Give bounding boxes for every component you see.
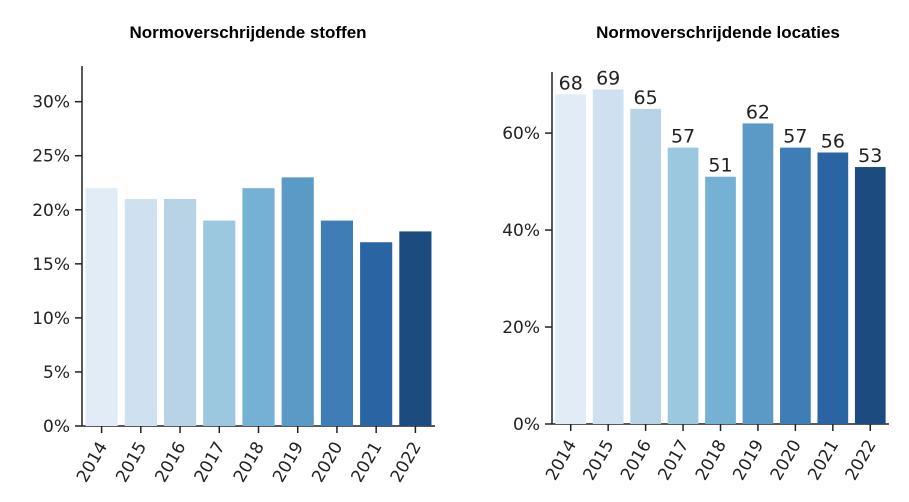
x-tick-label: 2018 <box>692 437 731 484</box>
x-tick-label: 2019 <box>729 437 768 484</box>
x-tick-label: 2018 <box>230 439 269 486</box>
data-label: 56 <box>821 130 845 152</box>
chart-title: Normoverschrijdende locaties <box>596 23 840 42</box>
bar <box>705 176 736 424</box>
bar <box>203 220 236 426</box>
y-tick-label: 15% <box>32 255 70 275</box>
x-tick-label: 2014 <box>542 437 581 484</box>
x-tick-label: 2016 <box>617 437 656 484</box>
data-label: 57 <box>783 126 807 148</box>
x-tick-label: 2022 <box>387 439 426 486</box>
bar <box>555 94 587 424</box>
x-tick-label: 2020 <box>308 439 347 486</box>
x-tick-label: 2019 <box>269 439 308 486</box>
y-tick-label: 0% <box>43 417 70 437</box>
data-label: 65 <box>634 87 658 109</box>
x-tick-label: 2015 <box>580 437 619 484</box>
y-tick-label: 30% <box>32 93 70 113</box>
bar <box>742 123 774 425</box>
x-tick-label: 2022 <box>842 437 881 484</box>
bar <box>399 231 432 426</box>
bar <box>320 220 354 426</box>
bar <box>667 147 699 425</box>
data-label: 51 <box>708 155 732 177</box>
x-tick-label: 2021 <box>804 437 843 484</box>
bar <box>124 198 157 426</box>
bar <box>630 108 661 425</box>
data-label: 69 <box>596 67 620 89</box>
x-tick-label: 2020 <box>767 437 806 484</box>
data-label: 57 <box>671 126 695 148</box>
data-label: 62 <box>746 101 770 123</box>
x-tick-label: 2015 <box>112 439 151 486</box>
bar <box>242 188 275 426</box>
bar <box>592 89 624 425</box>
y-tick-label: 25% <box>32 147 70 167</box>
bar <box>854 167 886 424</box>
x-tick-label: 2017 <box>191 439 230 486</box>
y-tick-label: 60% <box>502 124 540 144</box>
y-tick-label: 20% <box>502 318 540 338</box>
y-tick-label: 20% <box>32 201 70 221</box>
data-label: 53 <box>858 145 882 167</box>
y-tick-label: 40% <box>502 221 540 241</box>
x-tick-label: 2017 <box>654 437 693 484</box>
bar <box>163 198 197 426</box>
bar <box>281 177 314 426</box>
x-tick-label: 2021 <box>348 439 387 486</box>
bar <box>360 242 393 426</box>
bar <box>780 147 811 425</box>
y-tick-label: 0% <box>513 415 540 435</box>
x-tick-label: 2014 <box>73 439 112 486</box>
x-tick-label: 2016 <box>151 439 190 486</box>
y-tick-label: 10% <box>32 309 70 329</box>
data-label: 68 <box>559 72 583 94</box>
y-tick-label: 5% <box>43 363 70 383</box>
bar <box>85 188 118 426</box>
bar <box>817 152 849 424</box>
chart-title: Normoverschrijdende stoffen <box>129 23 366 42</box>
